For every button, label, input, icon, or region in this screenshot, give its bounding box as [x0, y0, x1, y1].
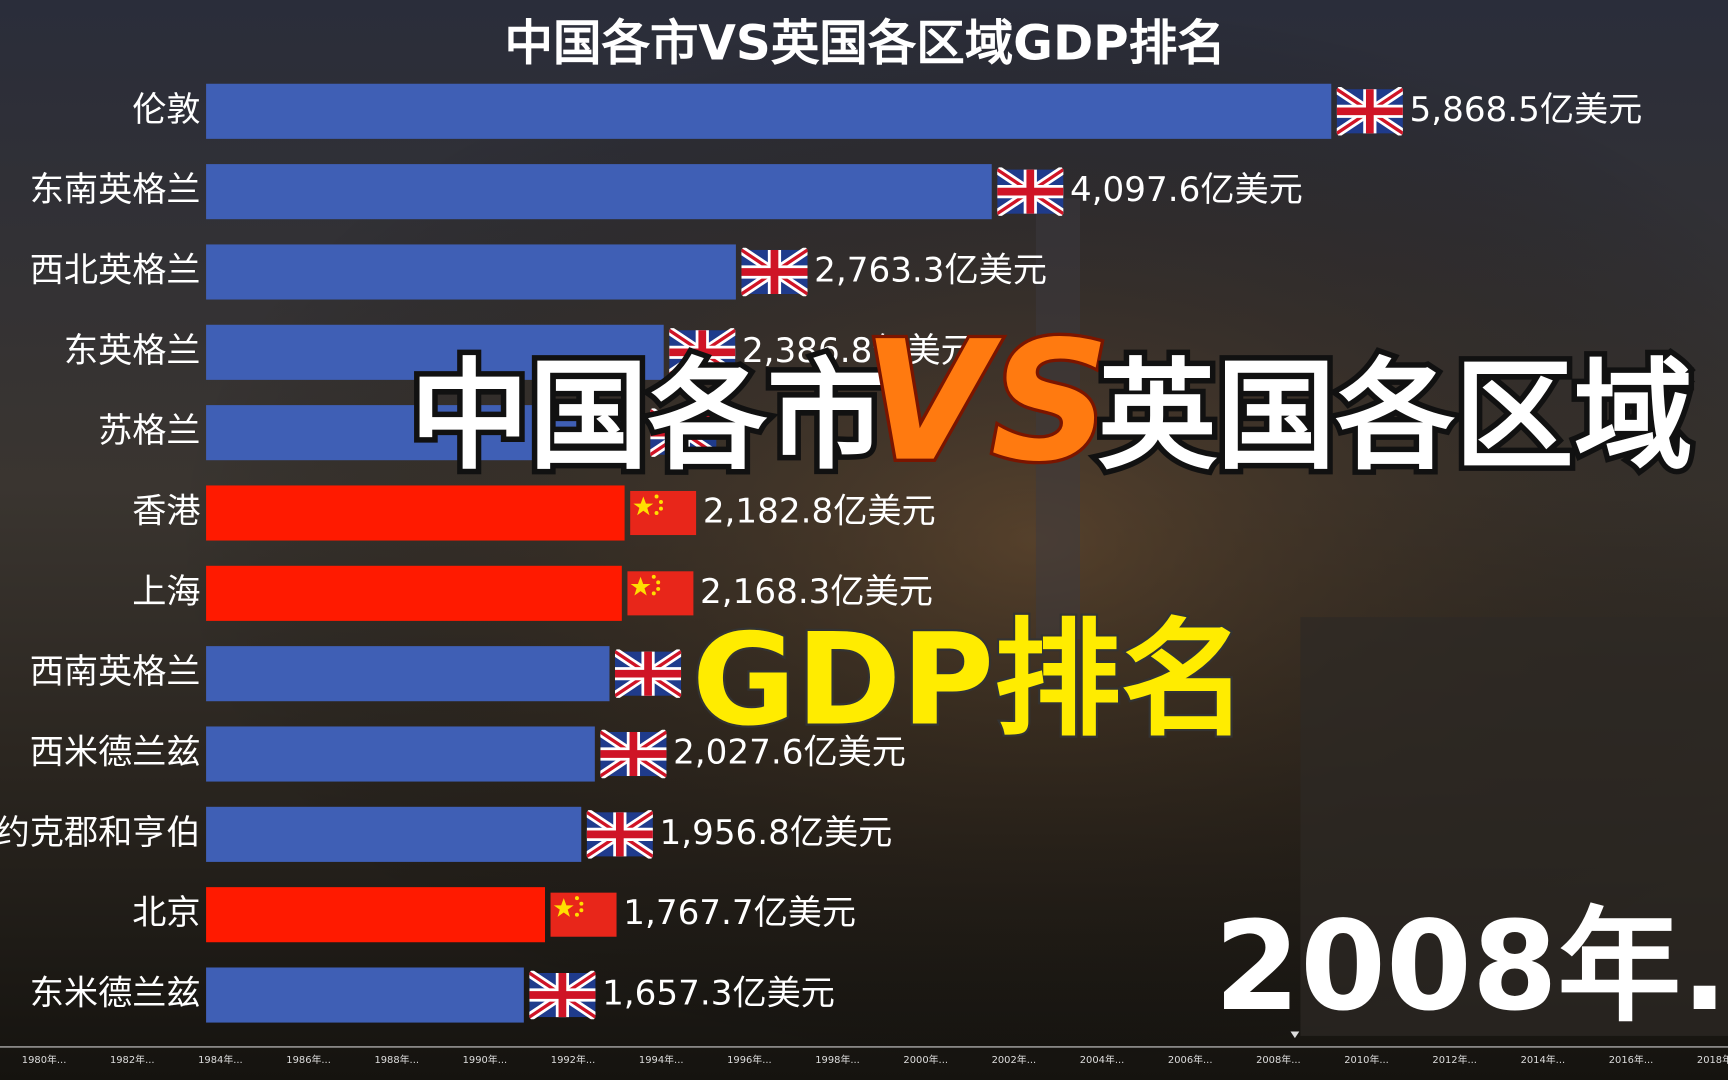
timeline-label: 1990年...: [463, 1053, 508, 1066]
overlay-left: 中国各市: [410, 348, 886, 486]
year-label: 2008年.: [1214, 895, 1728, 1039]
y-tick-label: 东英格兰: [64, 331, 201, 371]
timeline-label: 2006年...: [1168, 1053, 1213, 1066]
bar: [206, 806, 582, 862]
value-label: 2,027.6亿美元: [673, 733, 906, 773]
flag: [627, 571, 694, 616]
overlay-right: 英国各区域: [1098, 348, 1693, 486]
y-tick-label: 香港: [132, 492, 200, 532]
bar: [206, 83, 1332, 139]
bar: [206, 887, 546, 943]
flag: [600, 732, 666, 776]
flag: [550, 892, 617, 937]
value-label: 1,956.8亿美元: [660, 813, 893, 853]
overlay-bottom: GDP排名: [692, 605, 1248, 753]
timeline-label: 2016年...: [1609, 1053, 1654, 1066]
bar: [206, 565, 622, 621]
y-tick-label: 苏格兰: [98, 411, 200, 451]
value-label: 1,767.7亿美元: [623, 893, 856, 933]
bar: [206, 405, 645, 461]
flag: [1337, 89, 1403, 133]
y-tick-label: 上海: [132, 572, 200, 612]
y-tick-label: 东南英格兰: [30, 170, 201, 210]
timeline-label: 2010年...: [1344, 1053, 1389, 1066]
timeline-label: 2018年...: [1697, 1053, 1728, 1066]
value-label: 2,763.3亿美元: [814, 250, 1047, 290]
skyline: [1035, 198, 1080, 640]
bar: [206, 485, 625, 541]
timeline-label: 1982年...: [110, 1053, 155, 1066]
y-tick-label: 约克郡和亨伯: [0, 813, 201, 853]
y-tick-label: 西北英格兰: [30, 250, 201, 290]
y-tick-label: 东米德兰兹: [30, 974, 201, 1014]
timeline-label: 1996年...: [727, 1053, 772, 1066]
timeline-label: 1994年...: [639, 1053, 684, 1066]
timeline-label: 1988年...: [374, 1053, 419, 1066]
timeline-label: 2012年...: [1432, 1053, 1477, 1066]
timeline-label: 2002年...: [992, 1053, 1037, 1066]
flag: [615, 652, 681, 696]
bar: [206, 967, 524, 1023]
timeline-label: 2000年...: [903, 1053, 948, 1066]
y-tick-label: 北京: [132, 893, 200, 933]
timeline-label: 1980年...: [22, 1053, 67, 1066]
timeline-label: 2008年...: [1256, 1053, 1301, 1066]
timeline-label: 1998年...: [815, 1053, 860, 1066]
skyline: [1300, 617, 1728, 1036]
y-tick-label: 西米德兰兹: [30, 733, 201, 773]
flag: [529, 973, 595, 1017]
value-label: 2,168.3亿美元: [700, 572, 933, 612]
value-label: 5,868.5亿美元: [1410, 90, 1643, 130]
flag: [630, 490, 697, 536]
timeline-marker: [1290, 1031, 1300, 1039]
value-label: 2,182.8亿美元: [703, 492, 936, 532]
overlay-vs: VS: [863, 306, 1110, 498]
bar: [206, 726, 595, 782]
timeline-label: 2004年...: [1080, 1053, 1125, 1066]
timeline-label: 1992年...: [551, 1053, 596, 1066]
y-tick-label: 西南英格兰: [30, 652, 201, 692]
timeline: 1980年... 1982年... 1984年... 1986年... 1988年...…: [0, 1031, 1728, 1066]
value-label: 2,386.8亿美元: [742, 331, 975, 371]
value-label: 1,657.3亿美元: [602, 974, 835, 1014]
value-label: 4,097.6亿美元: [1070, 170, 1303, 210]
bar: [206, 164, 992, 220]
chart-title: 中国各市VS英国各区域GDP排名: [505, 15, 1226, 71]
flag: [997, 170, 1063, 214]
timeline-label: 1986年...: [286, 1053, 331, 1066]
bar: [206, 646, 610, 702]
flag: [587, 812, 653, 856]
y-tick-label: 伦敦: [132, 90, 200, 130]
overlay: 中国各市 VS 英国各区域 GDP排名: [404, 302, 1698, 755]
timeline-label: 1984年...: [198, 1053, 243, 1066]
timeline-label: 2014年...: [1521, 1053, 1566, 1066]
bar: [206, 244, 736, 300]
flag: [741, 250, 807, 294]
bar: [206, 324, 664, 380]
